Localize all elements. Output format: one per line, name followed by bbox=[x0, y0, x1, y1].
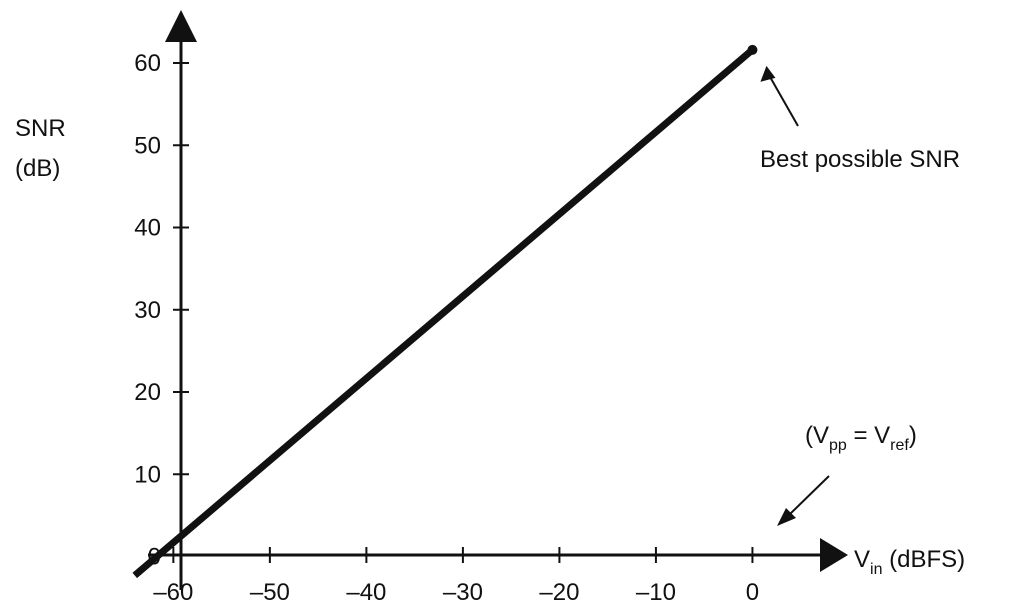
axes bbox=[148, 10, 848, 590]
x-ticks: –60 –50 –40 –30 –20 –10 0 bbox=[153, 547, 759, 606]
best-snr-arrow-shaft bbox=[768, 75, 799, 127]
series-layer bbox=[132, 44, 758, 579]
vpp-vref-label: (Vpp = Vref) bbox=[805, 422, 917, 454]
x-axis-label-sub: in bbox=[870, 561, 882, 578]
snr-series-line bbox=[132, 47, 755, 579]
vpp-close: ) bbox=[909, 422, 917, 449]
x-axis-arrowhead bbox=[820, 538, 848, 572]
x-tick-label: –50 bbox=[250, 579, 290, 606]
vpp-vref-arrow-shaft bbox=[789, 475, 830, 515]
x-axis-label-rest: (dBFS) bbox=[882, 546, 965, 573]
y-axis-label-line1: SNR bbox=[15, 115, 66, 142]
vpp-vref-arrowhead bbox=[777, 508, 796, 526]
y-tick-label: 40 bbox=[134, 215, 161, 242]
x-tick-label: –20 bbox=[539, 579, 579, 606]
y-tick-label: 50 bbox=[134, 132, 161, 159]
vpp-open: (V bbox=[805, 422, 829, 449]
best-snr-arrowhead bbox=[760, 65, 776, 82]
best-snr-point bbox=[747, 44, 758, 55]
y-tick-label: 60 bbox=[134, 50, 161, 77]
x-tick-label: –10 bbox=[636, 579, 676, 606]
y-tick-label: 20 bbox=[134, 379, 161, 406]
x-tick-label: –60 bbox=[153, 579, 193, 606]
vpp-eq: = V bbox=[847, 422, 890, 449]
best-snr-label: Best possible SNR bbox=[760, 146, 960, 173]
x-tick-label: –30 bbox=[443, 579, 483, 606]
x-tick-label: –40 bbox=[346, 579, 386, 606]
vpp-sub: pp bbox=[829, 437, 847, 454]
annotations: Best possible SNR (Vpp = Vref) bbox=[760, 65, 960, 526]
y-tick-label: 30 bbox=[134, 297, 161, 324]
y-tick-label: 10 bbox=[134, 461, 161, 488]
x-axis-label-main: V bbox=[854, 546, 870, 573]
y-axis-arrowhead bbox=[165, 10, 197, 42]
vref-sub: ref bbox=[890, 437, 909, 454]
x-tick-label: 0 bbox=[746, 579, 759, 606]
y-axis-label-line2: (dB) bbox=[15, 155, 60, 182]
x-axis-label: Vin (dBFS) bbox=[854, 546, 965, 578]
